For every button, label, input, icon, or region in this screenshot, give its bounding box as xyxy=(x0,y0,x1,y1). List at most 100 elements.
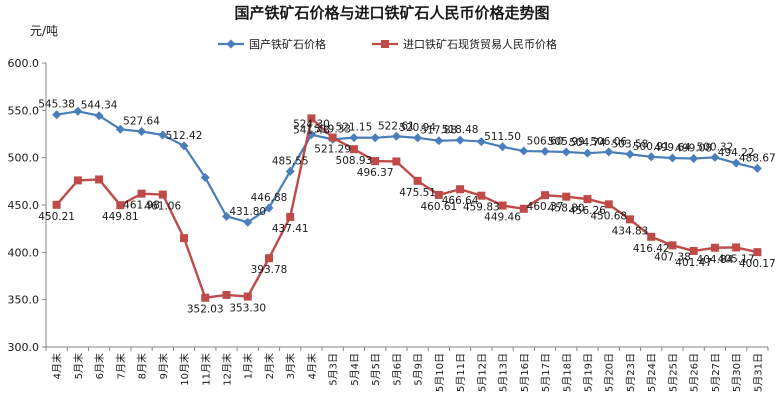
data-label-series-2: 461.98 xyxy=(123,200,160,212)
series-2-point xyxy=(222,290,231,299)
series-2-point xyxy=(413,176,422,185)
x-tick-label: 5月10日 xyxy=(434,353,446,392)
data-label-series-2: 459.83 xyxy=(463,202,500,214)
data-label-series-1: 524.30 xyxy=(293,119,330,131)
series-2-point xyxy=(668,241,677,250)
legend-marker-square xyxy=(381,40,389,48)
series-2-point xyxy=(286,212,295,221)
data-label-series-2: 353.30 xyxy=(229,303,266,315)
series-2-point xyxy=(307,114,316,123)
x-tick-label: 2月末 xyxy=(263,353,276,379)
x-axis: 4月末 5月末 6月末 7月末 8月末 9月末 10月末 11月末 12月末 1月末 2月末 3月末 4… xyxy=(45,346,769,392)
chart-title: 国产铁矿石价格与进口铁矿石人民币价格走势图 xyxy=(234,4,549,22)
series-1-point xyxy=(370,133,380,143)
x-tick-label: 5月26日 xyxy=(689,353,701,392)
data-label-series-1: 446.88 xyxy=(251,192,288,204)
series-1-point xyxy=(285,166,295,176)
series-2-point xyxy=(519,204,528,213)
series-2-point xyxy=(604,200,613,209)
y-tick-label: 400.0 xyxy=(8,246,40,259)
data-label-series-1: 500.91 xyxy=(633,141,670,153)
series-1-point xyxy=(222,211,231,221)
series-line-1 xyxy=(56,110,758,224)
x-tick-label: 5月19日 xyxy=(583,353,595,392)
x-tick-label: 5月9日 xyxy=(413,353,425,386)
data-label-series-1: 544.34 xyxy=(81,100,118,112)
series-1-point xyxy=(391,131,401,141)
series-1-point xyxy=(583,148,592,158)
series-2-point xyxy=(264,254,273,263)
data-label-series-1: 505.99 xyxy=(548,136,585,148)
series-1-point xyxy=(137,127,147,137)
x-tick-label: 4月末 xyxy=(51,353,64,379)
x-tick-label: 5月11日 xyxy=(455,353,467,392)
data-label-series-1: 520.94 xyxy=(399,122,436,134)
data-label-series-1: 522.61 xyxy=(378,120,415,132)
data-label-series-1: 506.60 xyxy=(527,135,564,147)
x-tick-label: 4月末 xyxy=(305,353,318,379)
series-2-point xyxy=(392,157,401,166)
series-1-point xyxy=(158,130,168,140)
series-2-point xyxy=(434,190,443,199)
legend: 国产铁矿石价格 进口铁矿石现货贸易人民币价格 xyxy=(218,37,557,51)
series-2-point xyxy=(541,191,550,200)
series-1-point xyxy=(689,154,699,164)
x-tick-label: 5月18日 xyxy=(561,353,573,392)
series-1-point xyxy=(498,142,508,152)
data-label-series-2: 352.03 xyxy=(187,304,224,316)
data-label-series-1: 521.15 xyxy=(336,122,373,134)
x-tick-label: 5月20日 xyxy=(604,353,616,392)
legend-label-series-2: 进口铁矿石现货贸易人民币价格 xyxy=(403,37,557,51)
x-tick-label: 8月末 xyxy=(136,353,149,379)
data-label-series-1: 518.48 xyxy=(442,124,479,136)
data-label-series-2: 416.42 xyxy=(633,243,670,255)
data-label-series-1: 527.64 xyxy=(123,116,160,128)
data-label-series-1: 506.06 xyxy=(590,136,627,148)
series-1-point xyxy=(667,153,677,163)
legend-label-series-1: 国产铁矿石价格 xyxy=(249,37,326,51)
data-label-series-2: 393.78 xyxy=(251,264,288,276)
data-label-series-2: 466.64 xyxy=(442,195,479,207)
x-tick-label: 5月17日 xyxy=(540,353,552,392)
x-tick-label: 5月6日 xyxy=(391,353,403,386)
data-label-series-1: 494.22 xyxy=(718,147,755,159)
data-label-series-2: 450.68 xyxy=(590,210,627,222)
data-label-series-2: 456.26 xyxy=(569,205,606,217)
series-2-point xyxy=(116,201,125,210)
series-1-point xyxy=(264,203,274,213)
x-tick-label: 5月25日 xyxy=(667,353,679,392)
x-tick-label: 5月13日 xyxy=(498,353,510,392)
series-1-point xyxy=(200,173,210,183)
data-label-series-1: 503.58 xyxy=(612,138,649,150)
series-2-point xyxy=(243,292,252,301)
data-label-series-1: 545.38 xyxy=(38,99,75,111)
data-label-series-2: 521.29 xyxy=(314,144,351,156)
data-label-series-1: 504.74 xyxy=(569,137,606,149)
data-label-series-2: 437.41 xyxy=(272,223,309,235)
series-2-point xyxy=(456,185,465,194)
series-2-point xyxy=(710,243,719,252)
y-axis: 300.0 350.0 400.0 450.0 500.0 550.0 600.0 xyxy=(8,57,47,354)
series-1-point xyxy=(413,133,423,143)
data-label-series-1: 511.50 xyxy=(484,131,521,143)
x-tick-label: 5月30日 xyxy=(731,353,743,392)
y-tick-label: 600.0 xyxy=(8,57,40,70)
data-label-series-2: 541.48 xyxy=(293,124,330,136)
series-1-point xyxy=(349,133,359,143)
series-1-point xyxy=(179,141,189,151)
data-label-series-2: 458.80 xyxy=(548,203,585,215)
data-label-series-2: 449.46 xyxy=(484,212,521,224)
data-label-series-2: 400.17 xyxy=(739,258,776,270)
series-1-point xyxy=(731,158,741,168)
data-label-series-2: 405.17 xyxy=(718,253,755,265)
x-tick-label: 9月末 xyxy=(157,353,170,379)
series-1-point xyxy=(434,136,444,146)
x-tick-label: 5月23日 xyxy=(625,353,637,392)
legend-marker-diamond xyxy=(226,39,236,49)
data-label-series-1: 485.55 xyxy=(272,155,309,167)
series-1-point xyxy=(115,124,125,134)
data-label-series-2: 460.37 xyxy=(527,201,564,213)
series-2-point xyxy=(52,200,61,209)
series-1-point xyxy=(519,146,529,156)
series-2-point xyxy=(137,189,146,198)
